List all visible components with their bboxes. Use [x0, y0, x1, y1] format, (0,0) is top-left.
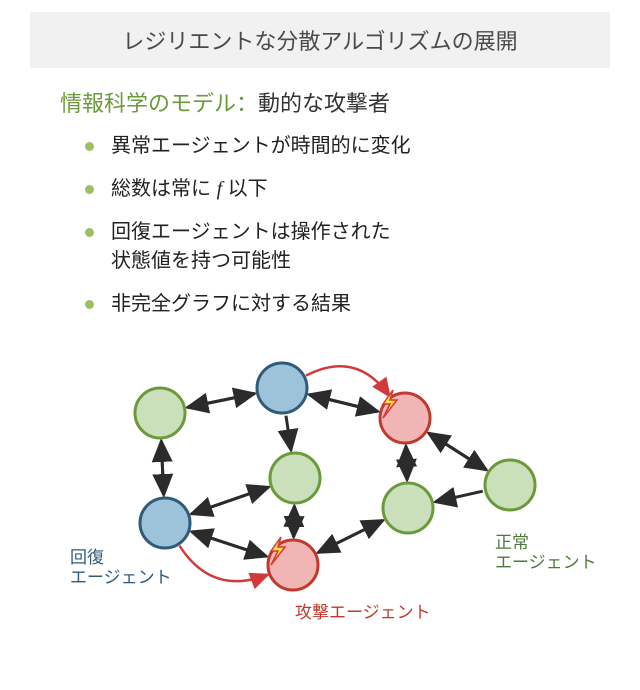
subtitle-rest: 動的な攻撃者: [258, 91, 390, 116]
edges: [161, 366, 486, 581]
page-title: レジリエントな分散アルゴリズムの展開: [30, 12, 610, 68]
nodes: [135, 363, 535, 590]
list-item: 回復エージェントは操作された状態値を持つ可能性: [85, 218, 600, 276]
network-diagram: 回復エージェント 正常エージェント攻撃エージェント: [0, 333, 640, 663]
list-item: 総数は常に f 以下: [85, 175, 600, 204]
subtitle: 情報科学のモデル：動的な攻撃者: [60, 86, 600, 118]
label-normal-agent: 正常エージェント: [495, 533, 597, 572]
agent-node-recover: [140, 498, 190, 548]
agent-node-normal: [135, 388, 185, 438]
agent-node-normal: [383, 483, 433, 533]
list-item: 非完全グラフに対する結果: [85, 290, 600, 319]
list-item: 異常エージェントが時間的に変化: [85, 132, 600, 161]
subtitle-lead: 情報科学のモデル：: [60, 91, 258, 116]
agent-node-recover: [257, 363, 307, 413]
label-attack-agent: 攻撃エージェント: [295, 603, 431, 622]
agent-node-normal: [485, 460, 535, 510]
attack-arrow: [306, 366, 389, 396]
variable-f: f: [217, 178, 223, 200]
bullet-list: 異常エージェントが時間的に変化総数は常に f 以下回復エージェントは操作された状…: [85, 132, 600, 319]
graph-edge: [286, 416, 291, 451]
label-recover-agent: 回復エージェント: [70, 548, 172, 587]
agent-node-normal: [270, 453, 320, 503]
